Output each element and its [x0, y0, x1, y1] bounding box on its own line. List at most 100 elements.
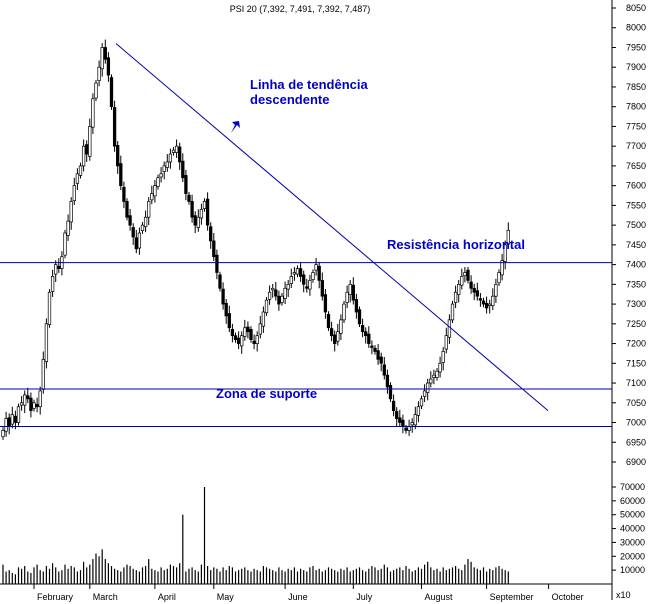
candle	[497, 269, 501, 286]
candle-body	[196, 216, 200, 228]
candle-body	[91, 98, 95, 128]
price-tick-label: 7000	[626, 418, 646, 428]
candle-body	[336, 331, 340, 342]
candle	[181, 153, 185, 183]
price-tick-label: 7400	[626, 260, 646, 270]
candle	[246, 321, 250, 339]
candle-body	[178, 146, 182, 163]
candle-body	[351, 284, 355, 301]
candle	[150, 185, 154, 205]
candle	[506, 222, 510, 249]
candle	[75, 168, 80, 190]
candle	[370, 340, 374, 355]
candle	[224, 298, 228, 324]
candle	[469, 275, 473, 294]
price-tick-label: 7650	[626, 161, 646, 171]
candle-body	[143, 216, 148, 228]
candle-body	[230, 329, 235, 337]
candle	[159, 167, 163, 183]
candle-body	[29, 397, 33, 412]
candle	[326, 311, 331, 331]
candle-body	[72, 185, 76, 202]
candle-body	[453, 291, 458, 303]
candle-body	[311, 272, 315, 280]
candle	[134, 229, 138, 254]
candle-body	[125, 201, 129, 218]
candle-body	[209, 226, 213, 242]
candle	[19, 396, 24, 411]
candle	[410, 418, 414, 433]
candle	[274, 281, 278, 301]
candle	[329, 321, 334, 342]
candle-body	[261, 311, 266, 327]
candle-body	[134, 237, 138, 250]
candle	[227, 305, 231, 333]
candle-body	[187, 194, 191, 202]
candle	[252, 334, 256, 350]
candle	[339, 314, 343, 341]
volume-tick-label: 10000	[620, 565, 645, 575]
price-tick-label: 7700	[626, 141, 646, 151]
candle-body	[469, 281, 473, 289]
price-tick-label: 7500	[626, 220, 646, 230]
candle	[379, 352, 383, 372]
month-label: June	[288, 592, 308, 602]
candle-body	[162, 165, 166, 172]
candle	[212, 233, 216, 262]
candle-body	[391, 400, 396, 412]
candle	[261, 306, 266, 333]
candle	[323, 289, 328, 319]
candle-body	[1, 430, 5, 438]
candle-body	[233, 335, 238, 340]
candle	[156, 174, 160, 190]
candle	[202, 198, 207, 212]
candle-body	[103, 47, 107, 60]
candle-body	[280, 295, 284, 303]
candle-body	[122, 186, 126, 202]
candle-body	[302, 274, 306, 285]
candle-body	[364, 331, 368, 337]
month-label: August	[425, 592, 454, 602]
candle	[199, 203, 204, 225]
candle-body	[26, 395, 30, 400]
candle	[438, 356, 442, 378]
candle	[240, 331, 244, 354]
candle-body	[317, 265, 321, 281]
candle	[320, 272, 324, 301]
candle	[38, 386, 42, 415]
candle	[354, 293, 359, 319]
candle	[444, 327, 448, 354]
candle-body	[348, 283, 352, 295]
candle-body	[413, 414, 417, 426]
candle-body	[32, 402, 36, 409]
candle	[271, 283, 275, 298]
price-tick-label: 7750	[626, 121, 646, 131]
candle	[137, 227, 142, 255]
candle-body	[481, 300, 486, 305]
month-axis: February March April May June July August Septe…	[0, 583, 612, 602]
candle-body	[78, 165, 83, 176]
candle	[289, 268, 293, 288]
candle	[190, 194, 194, 223]
candle-body	[500, 260, 504, 276]
candle	[311, 269, 315, 283]
candle-body	[85, 144, 89, 155]
candle	[218, 271, 222, 292]
candle-body	[246, 326, 250, 333]
candle-body	[128, 215, 132, 226]
candle	[168, 148, 173, 169]
candle-body	[116, 145, 120, 167]
price-tick-label: 7850	[626, 82, 646, 92]
candle-body	[159, 173, 163, 178]
candle	[165, 154, 169, 172]
candle-body	[44, 323, 49, 363]
candle-body	[401, 419, 405, 427]
candle-body	[354, 298, 359, 313]
month-label: February	[37, 592, 74, 602]
candle	[66, 214, 70, 241]
annotation-resistance: Resistência horizontal	[387, 237, 525, 252]
candle-body	[379, 356, 383, 364]
candle	[35, 397, 39, 413]
volume-unit-label: x10	[616, 590, 631, 600]
